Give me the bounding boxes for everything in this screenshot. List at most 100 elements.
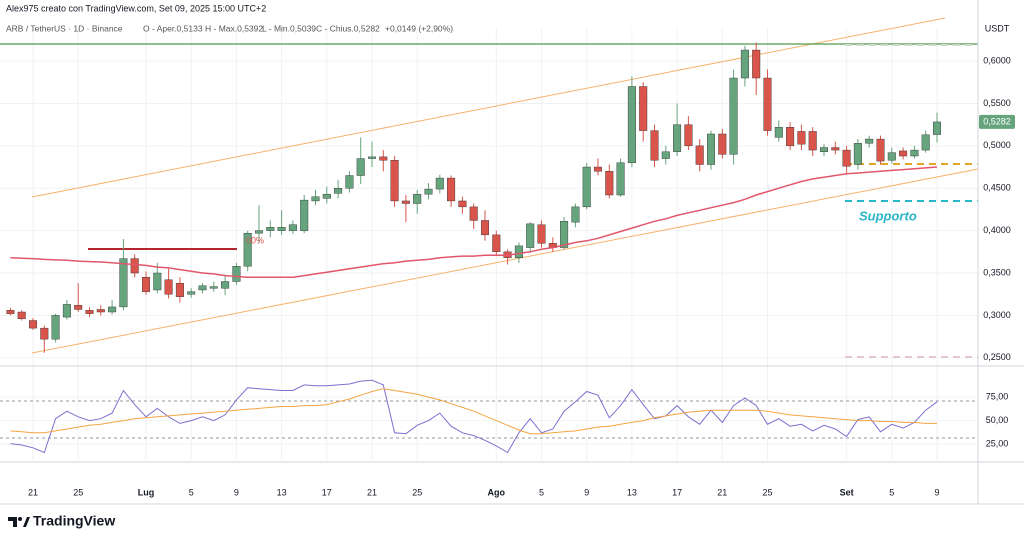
y-tick-label: 0,3500 (983, 267, 1011, 277)
candle-body (153, 272, 162, 291)
candle-body (413, 193, 422, 204)
support-label: Supporto (859, 208, 917, 223)
candle-body (514, 245, 523, 258)
candle-body (390, 160, 399, 202)
x-tick-label: 13 (277, 487, 287, 497)
candle-body (616, 162, 625, 196)
channel-upper (31, 17, 946, 198)
candle-body (345, 175, 354, 189)
legend-low: L - Min.0,5039 (262, 23, 316, 33)
x-tick-label: 9 (934, 487, 939, 497)
x-tick-label: 21 (367, 487, 377, 497)
candle-body (29, 320, 38, 329)
candle-body (108, 306, 117, 313)
y-tick-label: 0,2500 (983, 352, 1011, 362)
x-tick-label: Set (840, 487, 854, 497)
candle-body (119, 258, 128, 308)
candle-body (175, 282, 184, 297)
candle-body (221, 281, 230, 289)
x-tick-label: 21 (28, 487, 38, 497)
candle-body (481, 220, 490, 236)
candle-body (650, 130, 659, 161)
candle-body (921, 134, 930, 151)
y-tick-label: 50,00 (986, 415, 1009, 425)
candle-body (74, 305, 83, 310)
x-tick-label: Ago (488, 487, 506, 497)
channel-lower (31, 168, 979, 354)
candle-body (571, 206, 580, 223)
candle-body (605, 171, 614, 196)
moving-average (10, 166, 938, 279)
candle-body (627, 86, 636, 164)
candle-body (526, 223, 535, 248)
candle-body (254, 230, 263, 234)
x-tick-label: 5 (889, 487, 894, 497)
candle-body (933, 121, 942, 135)
legend-close: C - Chius.0,5282 (316, 23, 380, 33)
candle-body (673, 124, 682, 152)
candle-body (808, 131, 817, 151)
candle-body (288, 224, 297, 231)
candle-body (85, 310, 94, 314)
candle-body (62, 304, 71, 318)
candle-body (130, 258, 139, 274)
candle-body (831, 147, 840, 151)
candle-body (752, 49, 761, 79)
candle-body (51, 315, 60, 340)
x-tick-label: 5 (189, 487, 194, 497)
x-tick-label: 17 (672, 487, 682, 497)
candle-body (887, 152, 896, 161)
candle-body (718, 133, 727, 155)
candle-body (763, 77, 772, 131)
candle-body (96, 309, 105, 313)
candle-body (311, 196, 320, 202)
y-tick-label: 0,6000 (983, 55, 1011, 65)
candle-body (458, 200, 467, 208)
candle-body (368, 156, 377, 159)
x-tick-label: 13 (627, 487, 637, 497)
x-tick-label: 9 (584, 487, 589, 497)
candle-body (492, 234, 501, 253)
x-tick-label: 21 (717, 487, 727, 497)
y-tick-label: 0,5000 (983, 140, 1011, 150)
candle-body (300, 199, 309, 231)
candle-body (820, 147, 829, 152)
y-tick-label: 25,00 (986, 438, 1009, 448)
x-tick-label: 25 (762, 487, 772, 497)
candle-body (910, 149, 919, 157)
x-tick-label: Lug (138, 487, 155, 497)
candle-body (707, 133, 716, 165)
candle-body (141, 277, 150, 292)
candle-body (277, 227, 286, 231)
y-tick-label: 0,5500 (983, 98, 1011, 108)
candle-body (469, 206, 478, 221)
x-tick-label: 9 (234, 487, 239, 497)
last-price-label: 0,5282 (983, 116, 1011, 126)
candle-body (198, 285, 207, 291)
candle-body (435, 177, 444, 190)
candle-body (740, 49, 749, 79)
legend-open: O - Aper.0,5133 (143, 23, 203, 33)
candle-body (6, 310, 15, 314)
candle-body (164, 279, 173, 295)
candle-body (661, 151, 670, 159)
candle-body (774, 126, 783, 138)
candle-body (401, 200, 410, 204)
candle-body (594, 166, 603, 172)
y-tick-label: 0,4000 (983, 225, 1011, 235)
candle-body (786, 126, 795, 147)
candle-body (243, 232, 252, 267)
candle-body (865, 138, 874, 144)
candle-body (684, 124, 693, 147)
legend-change: +0,0149 (+2,90%) (385, 23, 453, 33)
x-tick-label: 25 (73, 487, 83, 497)
candle-body (187, 291, 196, 295)
credit: Alex975 creato con TradingView.com, Set … (6, 3, 266, 13)
candle-body (232, 266, 241, 282)
y-tick-label: 0,3000 (983, 310, 1011, 320)
candle-body (322, 193, 331, 199)
candle-body (695, 145, 704, 165)
candle-body (40, 327, 49, 340)
